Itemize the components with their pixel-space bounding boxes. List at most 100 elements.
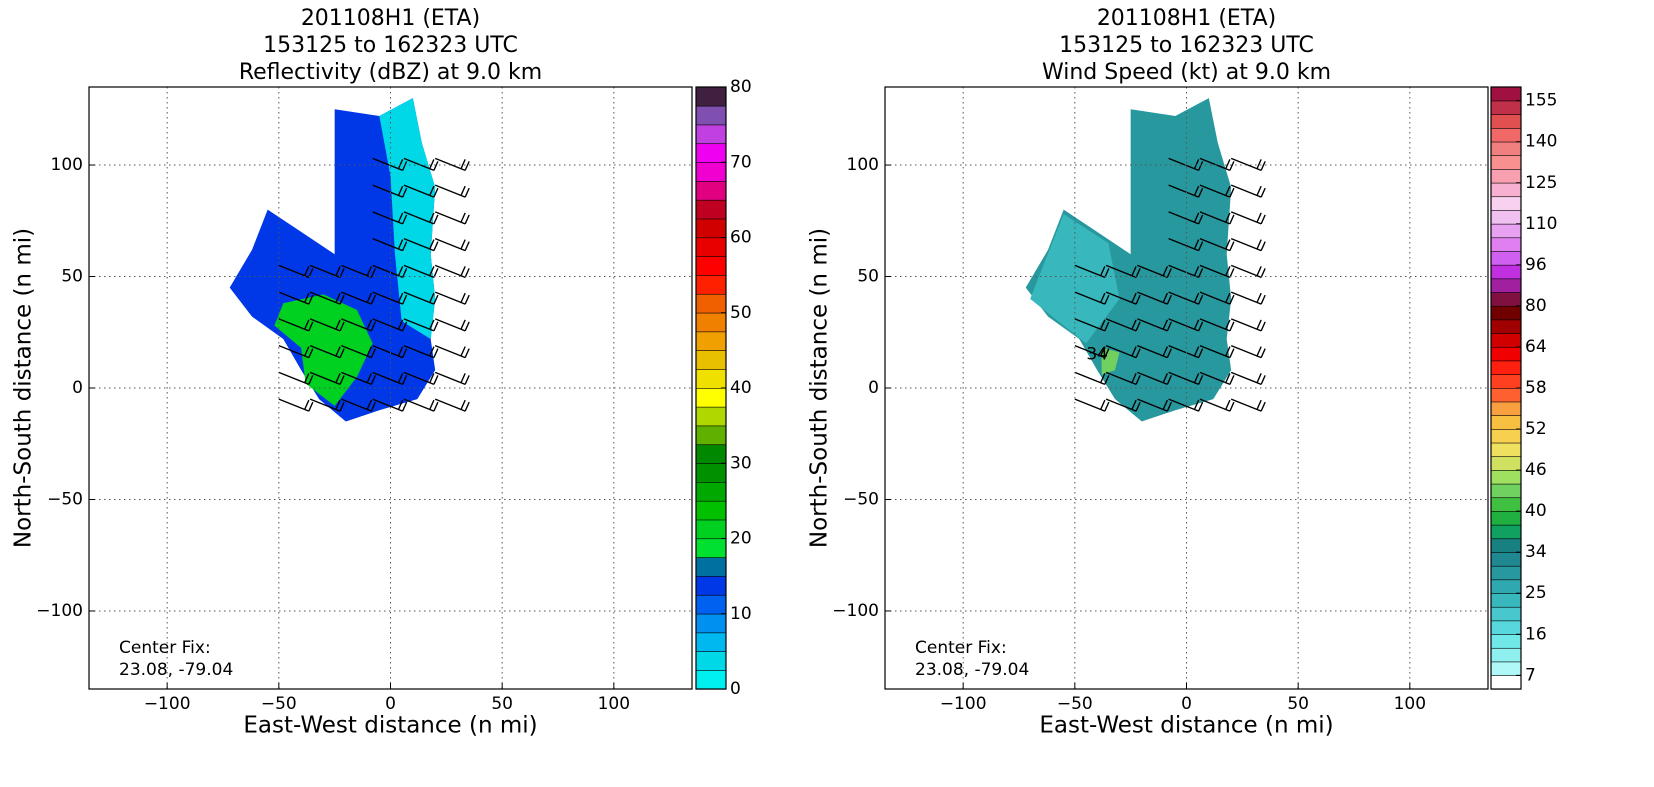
y-tick-label: −100 <box>832 601 879 621</box>
x-tick-label: −100 <box>940 694 987 714</box>
wind-barb <box>1168 344 1204 359</box>
colorbar-bin <box>1490 127 1522 143</box>
wind-barb <box>1199 371 1235 386</box>
colorbar-bin <box>1490 592 1522 608</box>
colorbar-bin <box>1490 415 1522 430</box>
x-tick-label: 100 <box>598 694 630 714</box>
wind-barb <box>403 318 439 332</box>
colorbar-bin <box>1490 633 1522 649</box>
colorbar-tick-label: 58 <box>1525 378 1547 398</box>
wind-barb <box>1230 184 1266 198</box>
wind-barb <box>1137 371 1173 386</box>
colorbar-bin <box>1490 579 1522 594</box>
colorbar-bin <box>1490 442 1522 458</box>
wind-barb <box>1074 344 1110 359</box>
x-tick-label: 50 <box>491 694 513 714</box>
colorbar-bin <box>1490 510 1522 526</box>
colorbar-bin <box>1490 209 1522 225</box>
colorbar-tick-label: 80 <box>1525 296 1547 316</box>
colorbar-bin <box>1490 346 1522 362</box>
colorbar-tick-label: 40 <box>1525 501 1547 521</box>
colorbar-tick-label: 70 <box>730 152 752 172</box>
colorbar-bin <box>695 387 727 408</box>
colorbar-tick-label: 64 <box>1525 337 1547 357</box>
wind-barb <box>1105 264 1141 279</box>
wind-barb <box>403 371 439 386</box>
wind-barb <box>1137 398 1173 412</box>
y-tick-label: 0 <box>72 378 83 398</box>
colorbar-bin <box>1490 360 1522 375</box>
wind-barb <box>341 398 377 412</box>
plot-frame <box>88 86 693 690</box>
wind-barb <box>1230 291 1266 305</box>
wind-barb <box>309 398 345 412</box>
annotation: Center Fix: <box>119 638 211 658</box>
colorbar-tick-label: 7 <box>1525 665 1536 685</box>
colorbar-tick-label: 25 <box>1525 583 1547 603</box>
plot-frame <box>884 86 1489 690</box>
colorbar-bin <box>1490 387 1522 403</box>
colorbar-bin <box>695 444 727 464</box>
colorbar-tick-label: 34 <box>1525 542 1547 562</box>
colorbar-bin <box>1490 456 1522 471</box>
wind-barb <box>1137 344 1173 359</box>
wind-barb <box>1105 318 1141 332</box>
colorbar-bin <box>695 425 727 446</box>
colorbar-bin <box>1490 250 1522 266</box>
colorbar-tick-label: 155 <box>1525 91 1557 111</box>
colorbar-tick-label: 16 <box>1525 624 1547 644</box>
wind-barb <box>434 398 470 412</box>
wind-barb <box>341 318 377 332</box>
colorbar-bin <box>695 312 727 333</box>
y-axis-label: North-South distance (n mi) <box>11 228 37 548</box>
wind-barb <box>434 184 470 198</box>
wind-barb <box>1137 291 1173 305</box>
wind-barb <box>1105 344 1141 359</box>
colorbar-bin <box>1490 675 1522 690</box>
wind-barb <box>372 344 408 359</box>
colorbar-bin <box>695 462 727 483</box>
wind-barb <box>403 237 439 252</box>
colorbar-bin <box>695 180 727 201</box>
colorbar-bin <box>695 105 727 126</box>
colorbar-bin <box>1490 141 1522 157</box>
wind-barb <box>1230 344 1266 359</box>
wind-barb <box>1230 211 1266 225</box>
colorbar-tick-label: 125 <box>1525 173 1557 193</box>
wind-barb <box>1105 398 1141 412</box>
chart-title: 201108H1 (ETA) <box>301 6 480 31</box>
colorbar-bin <box>1490 538 1522 553</box>
wind-barb <box>1230 237 1266 252</box>
wind-barb <box>372 211 408 225</box>
wind-barb <box>434 157 470 171</box>
colorbar-bin <box>695 161 727 182</box>
wind-barb <box>341 291 377 305</box>
wind-barb <box>372 157 408 171</box>
y-tick-label: −100 <box>36 601 83 621</box>
colorbar-bin <box>695 538 727 558</box>
wind-barb <box>278 318 314 332</box>
colorbar-tick-label: 140 <box>1525 132 1557 152</box>
wind-barb <box>1199 237 1235 252</box>
y-axis-label: North-South distance (n mi) <box>807 228 833 548</box>
wind-barb <box>1105 291 1141 305</box>
colorbar-tick-label: 20 <box>730 529 752 549</box>
x-axis-label: East-West distance (n mi) <box>243 713 537 739</box>
colorbar-bin <box>695 218 727 239</box>
colorbar-bin <box>1490 155 1522 170</box>
y-tick-label: 50 <box>61 267 83 287</box>
colorbar-bin <box>695 124 727 145</box>
annotation: Center Fix: <box>915 638 1007 658</box>
x-tick-label: −100 <box>144 694 191 714</box>
colorbar-bin <box>1490 374 1522 389</box>
wind-barb <box>309 371 345 386</box>
chart-title: Reflectivity (dBZ) at 9.0 km <box>239 60 542 85</box>
wind-barb <box>278 398 314 412</box>
colorbar-bin <box>695 293 727 314</box>
colorbar-bin <box>695 651 727 671</box>
wind-barb <box>1168 237 1204 252</box>
wind-barb <box>341 264 377 279</box>
x-tick-label: 0 <box>385 694 396 714</box>
wind-barb <box>403 211 439 225</box>
wind-barb <box>1230 264 1266 279</box>
